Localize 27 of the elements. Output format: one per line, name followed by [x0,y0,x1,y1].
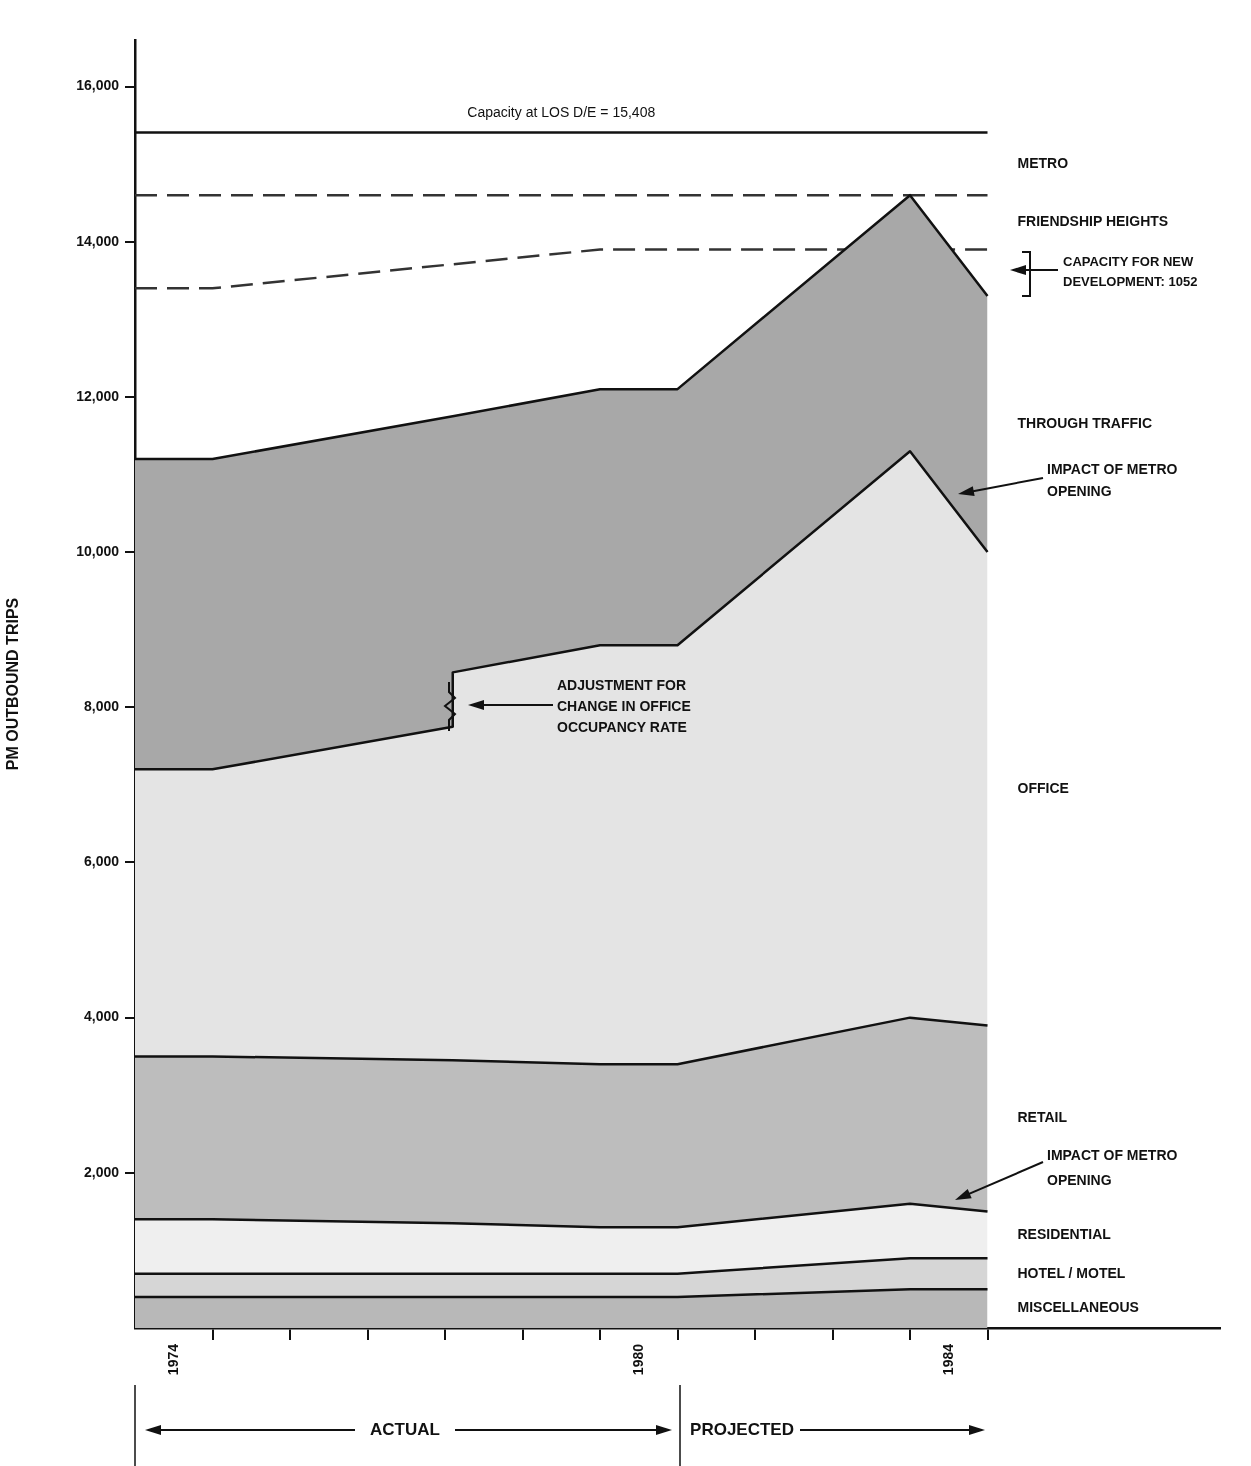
text: ACTUAL [370,1419,440,1439]
text: RETAIL [1017,1109,1068,1126]
annotation: IMPACT OF METRO OPENING [1047,460,1178,499]
text: HOTEL / MOTEL [1017,1264,1126,1281]
x-tick-label: 1984 [939,1343,956,1376]
text: FRIENDSHIP HEIGHTS [1017,213,1169,230]
y-tick-label: 6,000 [83,853,120,870]
text: METRO [1017,154,1069,171]
y-tick-label: 10,000 [76,542,120,559]
y-axis-title: PM OUTBOUND TRIPS [4,597,22,771]
annotation: CAPACITY FOR NEW DEVELOPMENT: 1052 [1063,253,1198,289]
y-tick-label: 4,000 [83,1008,120,1025]
y-tick-label: 8,000 [83,698,120,715]
text: THROUGH TRAFFIC [1017,414,1153,431]
annotation: ADJUSTMENT FOR CHANGE IN OFFICE OCCUPANCY RATE [557,676,691,735]
y-tick-label: 2,000 [83,1163,120,1180]
ref-line-label: Capacity at LOS D/E = 15,408 [467,104,656,121]
text: RESIDENTIAL [1017,1225,1112,1242]
y-tick-label: 12,000 [76,387,120,404]
x-tick-label: 1974 [164,1343,181,1376]
text: OFFICE [1017,779,1069,796]
text: PROJECTED [690,1419,794,1439]
y-tick-label: 16,000 [76,77,120,94]
annotation: IMPACT OF METRO OPENING [1047,1146,1178,1188]
text: MISCELLANEOUS [1017,1299,1139,1316]
x-tick-label: 1980 [629,1343,646,1376]
y-tick-label: 14,000 [76,232,120,249]
